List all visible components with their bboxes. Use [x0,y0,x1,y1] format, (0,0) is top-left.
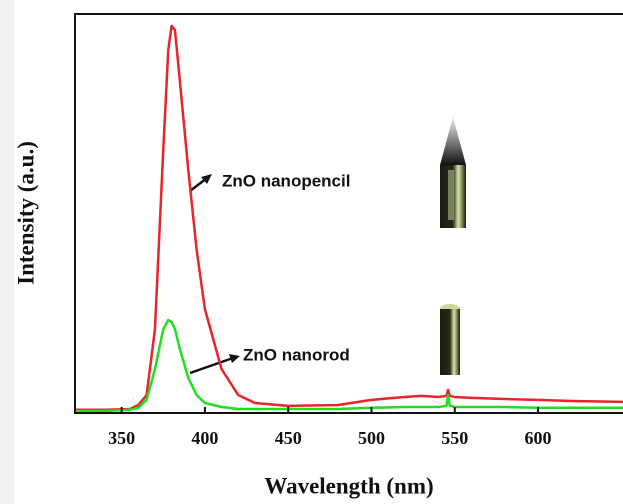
y-axis-title: Intensity (a.u.) [13,141,38,285]
x-tick-label: 400 [191,428,218,448]
margin-strip [0,0,14,504]
x-tick-label: 600 [525,428,552,448]
x-tick-label: 550 [441,428,468,448]
nanorod-icon [440,304,460,375]
annotation: ZnO nanopencil [222,171,350,190]
series-line [75,24,623,412]
axis-frame [74,13,623,414]
x-tick-label: 450 [275,428,302,448]
series-line [75,318,623,413]
arrow-pencil [189,174,212,192]
arrow-rod [189,354,240,375]
x-axis-title: Wavelength (nm) [264,473,433,498]
x-tick-label: 350 [108,428,135,448]
nanopencil-icon [440,117,466,228]
x-tick-label: 500 [358,428,385,448]
annotation: ZnO nanorod [243,345,350,364]
